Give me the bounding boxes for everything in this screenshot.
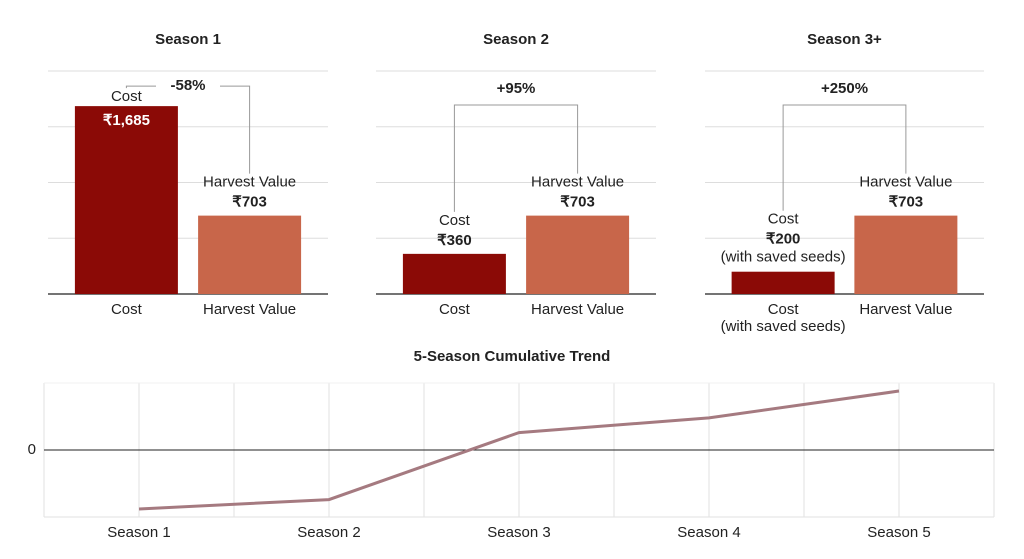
bar (854, 215, 958, 294)
bar-name: Harvest Value (859, 174, 952, 191)
bar-name: Harvest Value (531, 174, 624, 191)
bar-name: Cost (768, 211, 800, 228)
bar-name: Harvest Value (203, 174, 296, 191)
x-tick-label: Season 1 (107, 524, 170, 541)
bar (402, 253, 506, 294)
value-label: ₹703 (889, 194, 924, 211)
x-tick-label: Season 3 (487, 524, 550, 541)
chart-title: Season 1 (155, 31, 221, 48)
bar (731, 271, 835, 294)
trend-line (138, 389, 900, 511)
value-label: ₹703 (232, 194, 267, 211)
x-tick-note: (with saved seeds) (721, 318, 846, 335)
x-tick-label: Season 2 (297, 524, 360, 541)
bracket (782, 104, 907, 211)
chart-title: 5-Season Cumulative Trend (414, 348, 611, 365)
x-tick-label: Season 4 (677, 524, 740, 541)
y-tick-label: 0 (28, 441, 36, 458)
x-tick-label: Cost (768, 301, 800, 318)
bar (198, 215, 302, 294)
bracket (453, 104, 579, 212)
x-tick-label: Harvest Value (531, 301, 624, 318)
bar (74, 106, 178, 294)
bar-name: Cost (111, 88, 143, 105)
x-tick-label: Season 5 (867, 524, 930, 541)
x-tick-label: Cost (439, 301, 471, 318)
value-label: ₹200 (766, 231, 801, 248)
value-label: ₹703 (560, 194, 595, 211)
change-label: -58% (170, 77, 205, 94)
bracket-label-bg (156, 72, 220, 101)
change-label: +250% (821, 80, 868, 97)
value-label: ₹1,685 (103, 112, 150, 129)
value-label: ₹360 (437, 232, 472, 249)
value-note: (with saved seeds) (721, 249, 846, 266)
x-tick-label: Harvest Value (203, 301, 296, 318)
x-tick-label: Cost (111, 301, 143, 318)
x-tick-label: Harvest Value (859, 301, 952, 318)
bar-name: Cost (439, 212, 471, 229)
bar (526, 215, 630, 294)
change-label: +95% (497, 80, 536, 97)
chart-title: Season 3+ (807, 31, 882, 48)
chart-title: Season 2 (483, 31, 549, 48)
